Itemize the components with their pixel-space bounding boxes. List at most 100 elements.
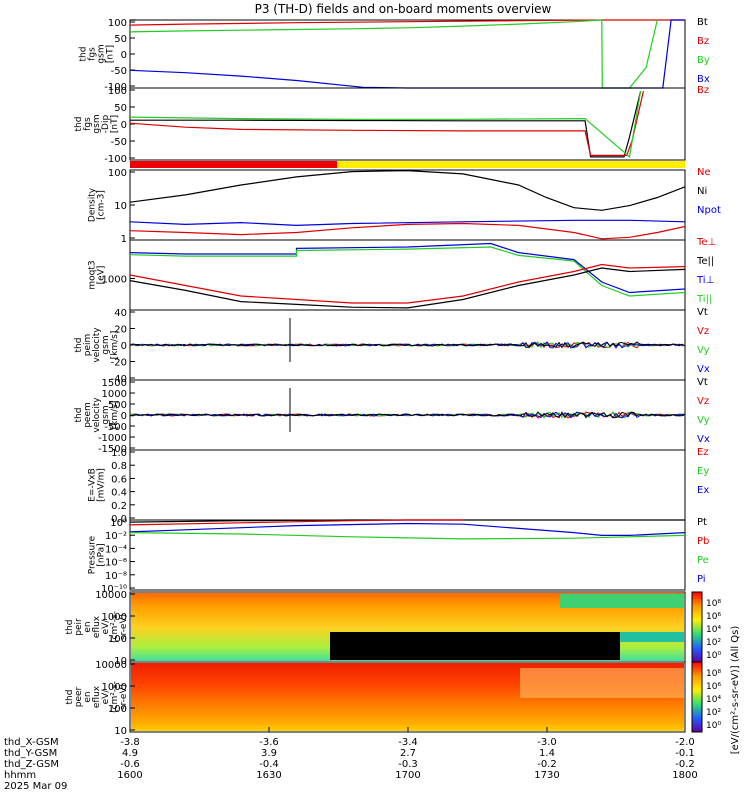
ylabel-line: sr-eV) [119, 684, 129, 710]
colorbar-tick: 10⁰ [706, 651, 721, 661]
legend-By: By [697, 55, 710, 66]
ylabel-line: sr-eV) [119, 614, 129, 640]
ylabel-line: [nT] [106, 45, 116, 63]
ylabel-line: en [83, 621, 93, 632]
xtick-label: -3.0 [537, 737, 557, 748]
ytick-label: 10 [114, 656, 127, 667]
ylabel-line: [cm-3] [97, 190, 107, 220]
legend-Ne: Ne [697, 167, 711, 178]
ytick-label: 0.6 [111, 474, 127, 485]
legend-Ti||: Ti|| [696, 294, 712, 305]
legend-Vy: Vy [697, 415, 710, 426]
ylabel-line: -Dip [101, 115, 111, 134]
ytick-label: 0 [121, 120, 127, 131]
colorbar-tick: 10⁸ [706, 599, 721, 609]
xtick-label: 4.9 [122, 748, 138, 759]
ytick-label: 0.4 [111, 488, 127, 499]
ylabel-line: (cm²-s- [110, 681, 120, 713]
series-Te⊥ [129, 263, 686, 304]
legend-Vx: Vx [697, 434, 710, 445]
xtick-label: -3.6 [259, 737, 279, 748]
colorbar-tick: 10⁰ [706, 721, 721, 731]
series-Npot [129, 219, 686, 227]
status-bar-yellow [337, 161, 685, 168]
ylabel-line: [nT] [110, 115, 120, 133]
ylabel-line: eV/ [101, 689, 111, 705]
ytick-label: -50 [111, 66, 127, 77]
series-Pe [129, 532, 686, 540]
ytick-label: 100 [108, 634, 127, 645]
ylabel-line: thd [74, 338, 84, 353]
ytick-label: 10⁻¹⁰ [101, 584, 127, 595]
colorbar-tick: 10⁸ [706, 669, 721, 679]
panel-p2: thd fgs gsm -Dip [nT] 100 50 0 -50 -100 Bz [74, 85, 709, 165]
ylabel-line: [km/s] [110, 401, 120, 430]
legend-Ey: Ey [697, 466, 709, 477]
ytick-label: 10⁰ [110, 518, 127, 529]
legend-Npot: Npot [697, 205, 721, 216]
xtick-label: 1800 [672, 770, 697, 781]
legend-Vz: Vz [697, 396, 709, 407]
ytick-label: 10⁻⁴ [105, 544, 127, 555]
ytick-label: 1.0 [111, 448, 127, 459]
xtick-label: -0.3 [398, 759, 418, 770]
colorbar-strip [691, 661, 703, 733]
xtick-label: 2.7 [400, 748, 416, 759]
xtick-label: 1600 [117, 770, 142, 781]
xtick-label: 1730 [534, 770, 559, 781]
spectrogram-band [520, 668, 684, 698]
colorbar-label: [eV/(cm²-s-sr-eV)] (All Qs) [730, 626, 741, 755]
ytick-label: 100 [108, 704, 127, 715]
ylabel-line: peem [83, 402, 93, 428]
ylabel-line: velocity [92, 397, 102, 433]
ylabel-p9: thd peir en eflux eV/(cm²-s-sr-eV) [65, 611, 129, 643]
ylabel-line: fgs [83, 117, 93, 131]
legend-Ex: Ex [697, 485, 709, 496]
ytick-label: 50 [114, 34, 127, 45]
ylabel-line: thd [79, 47, 89, 62]
ytick-label: 0.2 [111, 501, 127, 512]
xrow-label: hhmm [4, 770, 36, 781]
colorbar-label-group: [eV/(cm²-s-sr-eV)] (All Qs) [730, 626, 741, 755]
ylabel-line: thd [65, 690, 75, 705]
legend-Bz: Bz [697, 85, 709, 96]
legend-Bz: Bz [697, 36, 709, 47]
ytick-label: 10 [114, 201, 127, 212]
xrow-label: thd_Z-GSM [4, 759, 59, 770]
series-By [129, 91, 642, 159]
series-Bz [129, 19, 685, 26]
ytick-label: -1500 [98, 444, 127, 455]
xtick-label: 1.4 [539, 748, 555, 759]
xtick-label: -0.6 [120, 759, 140, 770]
panel-p8: Pressure [nPa]10⁰10⁻²10⁻⁴10⁻⁶10⁻⁸10⁻¹⁰PtP… [88, 517, 710, 595]
ylabel-p5: thd peim velocity gsm [km/s] [74, 327, 120, 363]
velocity-trace [129, 411, 685, 419]
legend-Vz: Vz [697, 326, 709, 337]
ytick-label: 10⁻⁸ [105, 571, 127, 582]
colorbar-tick: 10⁴ [706, 695, 721, 705]
ylabel-p8: Pressure [nPa] [88, 535, 107, 574]
panel-p1: thd fgs gsm [nT] 100 50 0 -50 -100 Bt Bz By Bx [79, 17, 710, 93]
ylabel-line: fgs [88, 47, 98, 61]
colorbar-strip [691, 591, 703, 663]
ytick-label: 10 [114, 726, 127, 737]
series-By [129, 19, 658, 89]
xtick-label: -0.2 [675, 759, 695, 770]
ytick-label: 0.8 [111, 461, 127, 472]
ylabel-line: peir [74, 618, 84, 636]
ylabel-line: en [83, 691, 93, 702]
ytick-label: 50 [114, 103, 127, 114]
ylabel-line: gsm [101, 405, 111, 424]
ytick-label: 100 [108, 168, 127, 179]
xtick-label: -3.4 [398, 737, 418, 748]
xtick-label: 3.9 [261, 748, 277, 759]
ylabel-line: Density [88, 187, 98, 222]
xrow-label: thd_Y-GSM [4, 748, 57, 759]
ylabel-line: moqt3 [88, 260, 98, 289]
colorbar-tick: 10² [706, 708, 721, 718]
xtick-label: 1630 [256, 770, 281, 781]
ylabel-p10: thd peer en eflux eV/(cm²-s-sr-eV) [65, 681, 129, 713]
ylabel-p2: thd fgs gsm -Dip [nT] [74, 114, 120, 133]
